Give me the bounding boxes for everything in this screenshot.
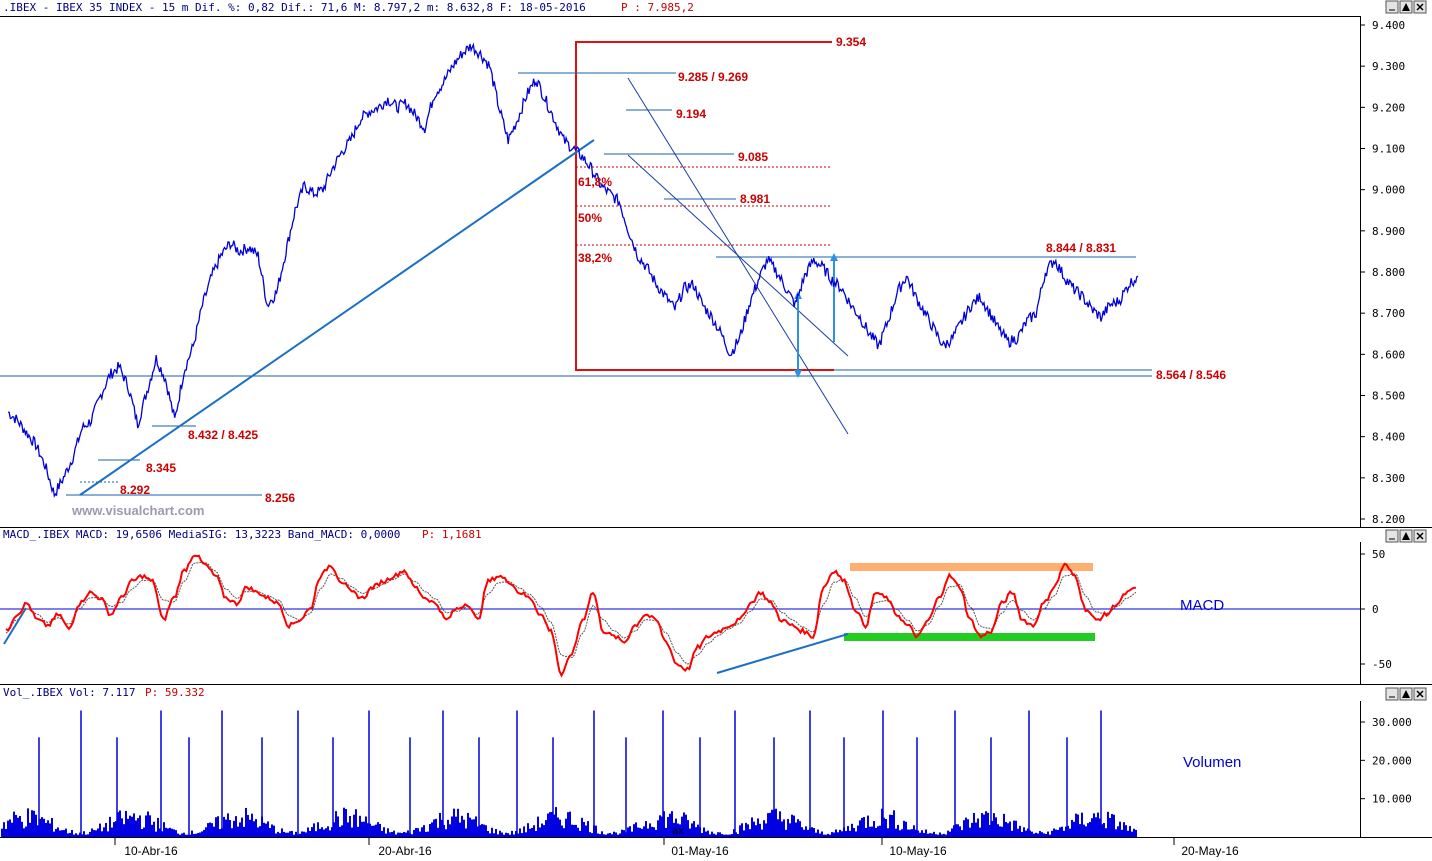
macd-pane-minimize-button[interactable] <box>1385 529 1399 543</box>
macd-y-tick-label: 50 <box>1372 548 1385 561</box>
close-icon <box>1416 3 1424 11</box>
pane-minimize-button[interactable] <box>1385 0 1399 14</box>
price-pane-controls <box>1385 0 1427 14</box>
vol-header-extra: P: 59.332 <box>145 686 205 699</box>
volume-y-tick-label: 30.000 <box>1372 716 1412 729</box>
price-annotation-labels: 9.354 9.285 / 9.269 9.194 9.085 8.981 8.844 /… <box>120 35 1226 505</box>
time-tick-label: 20-May-16 <box>1181 844 1239 857</box>
price-level-label: 9.285 / 9.269 <box>678 70 748 84</box>
price-level-label: 38,2% <box>578 251 612 265</box>
time-tick-label: 20-Abr-16 <box>378 844 432 857</box>
price-y-tick-label: 8.700 <box>1372 307 1405 320</box>
volume-bars <box>1 710 1137 837</box>
arrow-up-icon <box>830 253 838 261</box>
axis-glyph: ax <box>672 826 684 837</box>
price-y-tick-label: 9.400 <box>1372 19 1405 32</box>
price-header-extra: P : 7.985,2 <box>621 1 694 14</box>
volume-pane-minimize-button[interactable] <box>1385 687 1399 701</box>
macd-support-band <box>844 633 1095 641</box>
price-level-label: 8.256 <box>265 491 295 505</box>
price-y-tick-label: 8.800 <box>1372 266 1405 279</box>
macd-y-tick-label: 0 <box>1372 603 1379 616</box>
price-y-tick-label: 8.900 <box>1372 225 1405 238</box>
macd-resistance-band <box>850 563 1093 571</box>
price-header: .IBEX - IBEX 35 INDEX - 15 m Dif. %: 0,8… <box>3 1 586 14</box>
macd-divergence-line <box>716 633 849 674</box>
price-y-tick-label: 9.100 <box>1372 143 1405 156</box>
price-level-label: 8.564 / 8.546 <box>1156 368 1226 382</box>
price-level-label: 8.292 <box>120 483 150 497</box>
volume-pane: 30.000 20.000 10.000 <box>0 687 1432 838</box>
time-tick-label: 01-May-16 <box>671 844 729 857</box>
close-icon <box>1416 690 1424 698</box>
volume-y-axis: 30.000 20.000 10.000 <box>1360 716 1412 806</box>
macd-signal-line <box>5 561 1137 665</box>
price-level-label: 8.345 <box>146 461 176 475</box>
macd-header-extra: P: 1,1681 <box>422 528 482 541</box>
uptrend-line <box>79 139 595 496</box>
price-y-tick-label: 8.200 <box>1372 513 1405 526</box>
watermark: www.visualchart.com <box>71 503 204 518</box>
price-y-axis: 9.400 9.300 9.200 9.100 9.000 8.900 8.800 8.700… <box>1360 19 1405 526</box>
price-y-tick-label: 9.000 <box>1372 184 1405 197</box>
close-icon <box>1416 532 1424 540</box>
macd-start-line <box>3 607 27 645</box>
macd-pane-controls <box>1385 529 1427 543</box>
macd-y-tick-label: -50 <box>1372 658 1392 671</box>
time-axis: 10-Abr-16 20-Abr-16 01-May-16 10-May-16 20-M… <box>114 837 1239 858</box>
price-y-tick-label: 8.400 <box>1372 431 1405 444</box>
price-level-label: 9.085 <box>738 150 768 164</box>
price-series-line <box>7 42 1139 498</box>
price-drawings <box>0 41 1152 496</box>
macd-main-line <box>5 554 1136 678</box>
time-tick-label: 10-May-16 <box>889 844 947 857</box>
volume-pane-controls <box>1385 687 1427 701</box>
volume-label: Volumen <box>1183 754 1241 771</box>
price-level-label: 50% <box>578 211 602 225</box>
price-level-label: 61,8% <box>578 175 612 189</box>
channel-lower-line <box>627 154 849 357</box>
macd-pane: 50 0 -50 <box>0 529 1432 685</box>
macd-header: MACD_.IBEX MACD: 19,6506 MediaSIG: 13,32… <box>3 528 400 541</box>
price-level-label: 8.844 / 8.831 <box>1046 241 1116 255</box>
price-level-label: 8.981 <box>740 192 770 206</box>
price-y-tick-label: 8.500 <box>1372 390 1405 403</box>
price-y-tick-label: 9.300 <box>1372 60 1405 73</box>
price-level-label: 9.354 <box>836 35 866 49</box>
price-level-label: 8.432 / 8.425 <box>188 428 258 442</box>
macd-y-axis: 50 0 -50 <box>1360 548 1392 671</box>
arrow-down-icon <box>794 370 802 378</box>
price-pane: 9.400 9.300 9.200 9.100 9.000 8.900 8.800 8.700… <box>0 0 1432 528</box>
maximize-icon <box>1402 690 1410 698</box>
price-level-label: 9.194 <box>676 107 706 121</box>
macd-label: MACD <box>1180 597 1224 614</box>
price-y-tick-label: 8.300 <box>1372 472 1405 485</box>
price-y-tick-label: 9.200 <box>1372 101 1405 114</box>
volume-y-tick-label: 20.000 <box>1372 754 1412 767</box>
maximize-icon <box>1402 3 1410 11</box>
price-y-tick-label: 8.600 <box>1372 348 1405 361</box>
volume-y-tick-label: 10.000 <box>1372 793 1412 806</box>
vol-header: Vol_.IBEX Vol: 7.117 <box>3 686 135 699</box>
maximize-icon <box>1402 532 1410 540</box>
time-tick-label: 10-Abr-16 <box>124 844 178 857</box>
